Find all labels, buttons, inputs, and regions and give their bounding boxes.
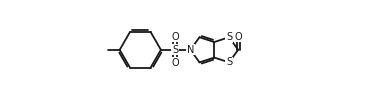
- Text: O: O: [234, 32, 242, 42]
- Text: N: N: [187, 45, 194, 55]
- Text: S: S: [226, 57, 232, 67]
- Text: S: S: [172, 45, 178, 55]
- Text: O: O: [171, 32, 179, 42]
- Text: S: S: [226, 32, 232, 42]
- Text: O: O: [171, 58, 179, 68]
